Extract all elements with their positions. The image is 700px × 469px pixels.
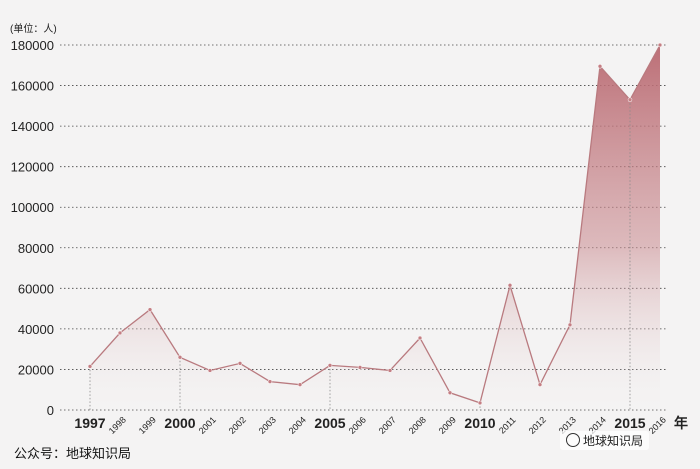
area-fill (90, 45, 660, 410)
data-point (627, 97, 633, 102)
y-tick-label: 140000 (11, 119, 54, 134)
y-tick-label: 120000 (11, 160, 54, 175)
y-tick-label: 160000 (11, 79, 54, 94)
y-tick-label: 0 (47, 403, 54, 418)
x-tick-label: 1999 (137, 415, 158, 436)
x-tick-label: 2001 (197, 415, 218, 436)
data-point (117, 330, 123, 336)
data-point (537, 382, 543, 387)
data-point (237, 361, 243, 366)
data-point (207, 368, 213, 373)
y-tick-label: 180000 (11, 38, 54, 53)
data-point (297, 382, 303, 387)
data-point (147, 307, 153, 312)
x-tick-label: 2007 (377, 415, 398, 436)
data-point (447, 390, 453, 396)
data-point (657, 42, 663, 48)
x-tick-label: 2015 (614, 415, 645, 431)
x-tick-label: 2010 (464, 415, 495, 431)
y-tick-label: 100000 (11, 200, 54, 215)
x-tick-label: 2005 (314, 415, 345, 431)
x-tick-label: 2003 (257, 415, 278, 436)
x-tick-label: 2000 (164, 415, 195, 431)
y-tick-label: 20000 (18, 362, 54, 377)
x-tick-label: 1997 (74, 415, 105, 431)
data-point (567, 322, 573, 328)
x-tick-label: 2006 (347, 415, 368, 436)
data-point (177, 355, 183, 360)
source-badge: 地球知识局 (560, 431, 650, 450)
x-tick-label: 1998 (107, 415, 128, 436)
data-point (507, 283, 513, 288)
y-axis-ticks: 0 20000 40000 60000 80000 100000 120000 140000 1… (11, 38, 54, 418)
y-tick-label: 40000 (18, 322, 54, 337)
x-tick-label: 2009 (437, 415, 458, 436)
footer-credit: 公众号：地球知识局 (14, 447, 132, 462)
x-tick-label: 2011 (497, 415, 518, 436)
data-point (417, 335, 423, 341)
data-points (87, 42, 663, 406)
wechat-logo-icon (566, 433, 580, 447)
y-tick-label: 80000 (18, 241, 54, 256)
series-line (89, 44, 661, 404)
x-tick-label: 2002 (227, 415, 248, 436)
x-tick-label: 2004 (287, 415, 308, 436)
x-tick-label: 2016 (647, 415, 668, 436)
data-point (327, 363, 333, 368)
data-point (597, 64, 603, 69)
badge-label: 地球知识局 (583, 434, 644, 448)
data-point (267, 379, 273, 384)
unit-label: (单位：人) (10, 22, 57, 35)
data-point (387, 368, 393, 373)
x-tick-label: 2012 (527, 415, 548, 436)
data-point (87, 364, 93, 369)
x-axis-suffix: 年 (674, 415, 688, 431)
data-point (357, 365, 363, 370)
y-tick-label: 60000 (18, 281, 54, 296)
x-tick-label: 2008 (407, 415, 428, 436)
data-point (477, 400, 483, 406)
